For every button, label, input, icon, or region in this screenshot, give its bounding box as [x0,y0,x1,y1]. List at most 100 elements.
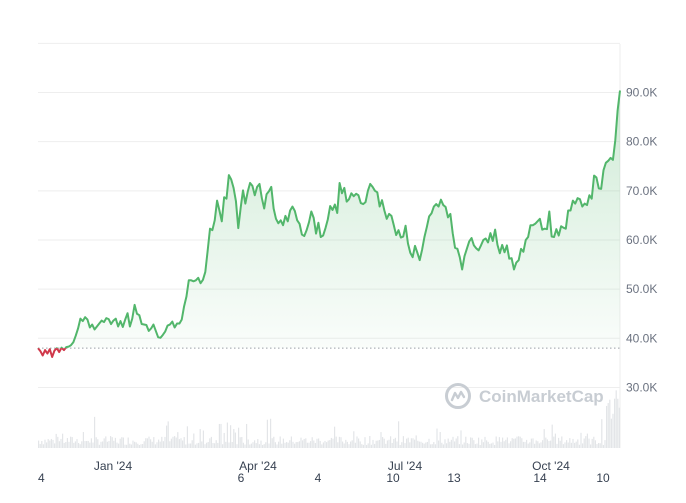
volume-bar [263,444,265,448]
volume-bar [462,444,464,448]
volume-bar [602,444,604,448]
volume-bar [322,442,324,448]
volume-bar [578,444,580,448]
volume-bar [564,442,566,448]
volume-bar [39,443,41,448]
volume-bar [596,444,598,448]
volume-bar [484,436,486,448]
volume-bar [535,440,537,448]
volume-bar [95,437,97,448]
volume-bar [506,437,508,448]
volume-bar [588,438,590,448]
volume-bar [422,442,424,448]
volume-bar [207,442,209,448]
volume-bar [617,398,619,448]
volume-bar [554,433,556,448]
volume-bar [346,441,348,448]
volume-bar [206,442,208,448]
volume-bar [290,436,292,448]
volume-bar [47,439,49,448]
volume-bar [305,438,307,448]
volume-bar [425,442,427,448]
volume-bar [471,437,473,448]
volume-bar [38,440,40,448]
volume-bar [244,444,246,448]
volume-bar [366,444,368,448]
x-tick-label: Apr '24 [239,459,277,473]
volume-bar [473,440,475,448]
volume-bar [108,441,110,448]
volume-bar [265,442,267,448]
volume-bar [126,444,128,448]
volume-bar [140,444,142,448]
volume-bar [394,437,396,448]
volume-bar [345,439,347,448]
volume-bar [559,440,561,448]
volume-bar [127,437,129,448]
volume-bar [615,390,617,448]
volume-bar [49,440,51,448]
volume-bar [81,441,83,448]
volume-bar [614,398,616,448]
volume-bar [447,438,449,448]
volume-bar [111,437,113,448]
volume-bar [132,440,134,448]
volume-bar [321,444,323,448]
volume-bar [198,442,200,448]
volume-bar [113,440,115,448]
volume-bar [466,443,468,448]
volume-bar [172,436,174,448]
volume-bar [478,437,480,448]
y-tick-label: 80.0K [626,135,657,149]
volume-bar [246,423,248,448]
volume-bar [609,399,611,448]
volume-bar [274,442,276,448]
x-tick-label: 14 [533,471,547,485]
volume-bar [508,443,510,448]
volume-bar [153,437,155,448]
volume-bar [386,440,388,448]
volume-bar [174,436,176,448]
volume-bar [458,444,460,448]
volume-bar [94,416,96,448]
volume-bar [382,437,384,448]
x-tick-label: 4 [315,471,322,485]
volume-bar [169,441,171,448]
volume-bar [255,443,257,448]
volume-bar [522,441,524,448]
volume-bar [442,444,444,448]
y-tick-label: 90.0K [626,86,657,100]
volume-bar [97,439,99,448]
volume-bar [391,442,393,448]
volume-bar [526,439,528,448]
volume-bar [591,438,593,448]
volume-bar [215,440,217,448]
volume-bar [135,442,137,448]
volume-bar [182,440,184,448]
volume-bar [542,440,544,448]
volume-bar [167,421,169,448]
volume-bar [494,444,496,448]
x-tick-label: 13 [447,471,461,485]
volume-bar [130,444,132,448]
volume-bar [287,442,289,448]
volume-bar [543,429,545,448]
volume-bar [166,425,168,448]
volume-bar [257,439,259,448]
volume-bar [286,442,288,448]
volume-bar [334,426,336,448]
volume-bars [38,390,620,448]
volume-bar [220,423,222,448]
volume-bar [281,443,283,448]
volume-bar [66,438,68,448]
volume-bar [41,441,43,448]
volume-bar [201,441,203,448]
volume-bar [572,438,574,448]
volume-bar [92,442,94,448]
volume-bar [486,440,488,448]
volume-bar [98,444,100,448]
x-tick-label: Oct '24 [532,459,570,473]
volume-bar [46,442,48,448]
volume-bar [44,439,46,448]
volume-bar [439,431,441,448]
